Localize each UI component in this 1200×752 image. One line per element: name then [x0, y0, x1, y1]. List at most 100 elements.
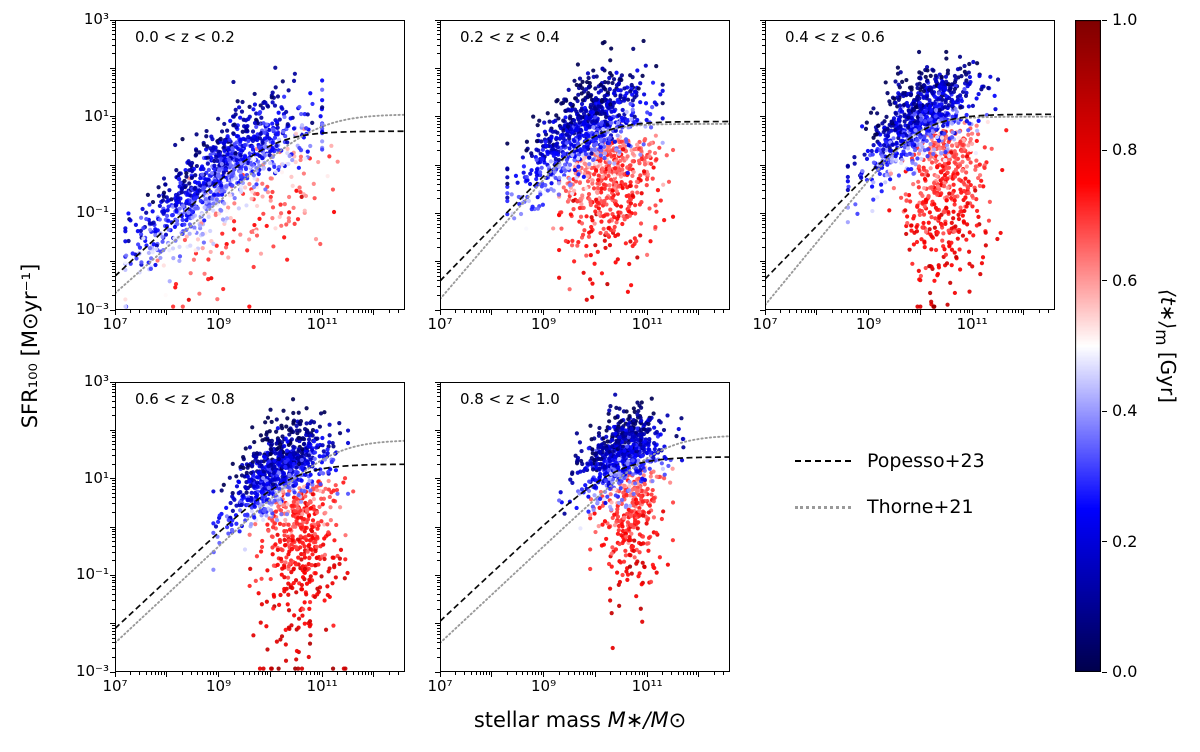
x-minor-tick — [1011, 310, 1013, 313]
y-minor-tick — [437, 179, 440, 181]
y-minor-tick — [112, 246, 115, 248]
x-minor-tick — [202, 672, 204, 675]
x-major-tick — [594, 310, 596, 315]
x-minor-tick — [130, 310, 132, 313]
y-minor-tick — [437, 533, 440, 535]
y-minor-tick — [437, 169, 440, 171]
y-minor-tick — [437, 53, 440, 55]
x-minor-tick — [682, 672, 684, 675]
x-minor-tick — [483, 310, 485, 313]
x-minor-tick — [671, 310, 673, 313]
y-minor-tick — [112, 141, 115, 143]
y-minor-tick — [762, 215, 765, 217]
y-minor-tick — [437, 627, 440, 629]
y-minor-tick — [437, 223, 440, 225]
colorbar-tick — [1102, 410, 1107, 412]
x-minor-tick — [455, 672, 457, 675]
x-minor-tick — [619, 672, 621, 675]
y-minor-tick — [112, 82, 115, 84]
x-minor-tick — [847, 310, 849, 313]
x-major-tick — [269, 672, 271, 677]
x-minor-tick — [357, 672, 359, 675]
x-minor-tick — [677, 310, 679, 313]
y-tick-label: 10³ — [83, 10, 109, 28]
x-major-tick — [321, 310, 323, 315]
y-minor-tick — [762, 171, 765, 173]
y-major-tick — [760, 67, 765, 69]
y-minor-tick — [112, 198, 115, 200]
y-minor-tick — [762, 78, 765, 80]
x-minor-tick — [951, 310, 953, 313]
y-tick-label: 10³ — [83, 372, 109, 390]
x-major-tick — [543, 310, 545, 315]
colorbar: 1.0 0.8 0.6 0.4 0.2 0.0 — [1075, 10, 1137, 681]
x-minor-tick — [306, 672, 308, 675]
colorbar-tick — [1102, 541, 1107, 543]
x-minor-tick — [371, 310, 373, 313]
x-minor-tick — [306, 310, 308, 313]
x-minor-tick — [479, 672, 481, 675]
x-minor-tick — [677, 672, 679, 675]
x-major-tick — [439, 310, 441, 315]
x-minor-tick — [662, 672, 664, 675]
x-minor-tick — [904, 310, 906, 313]
x-major-tick — [373, 672, 375, 677]
legend-label-popesso: Popesso+23 — [867, 450, 985, 472]
panel-z-0.0-0.2: 0.0 < z < 0.2 10⁷ 10⁹ 10¹¹ 10³ 10¹ 10⁻¹ 10⁻³ — [76, 10, 405, 333]
y-minor-tick — [437, 232, 440, 234]
x-minor-tick — [583, 310, 585, 313]
y-minor-tick — [437, 101, 440, 103]
x-axis-label: stellar mass M∗/M⊙ — [474, 708, 686, 732]
x-minor-tick — [210, 310, 212, 313]
colorbar-tick-label: 0.4 — [1112, 401, 1138, 421]
x-major-tick — [269, 310, 271, 315]
y-minor-tick — [112, 392, 115, 394]
legend-item-popesso: Popesso+23 — [795, 450, 985, 472]
x-major-tick — [166, 310, 168, 315]
x-tick-label: 10¹¹ — [306, 315, 338, 333]
x-minor-tick — [558, 672, 560, 675]
x-minor-tick — [780, 310, 782, 313]
y-minor-tick — [112, 488, 115, 490]
x-minor-tick — [301, 672, 303, 675]
x-minor-tick — [249, 672, 251, 675]
x-minor-tick — [944, 310, 946, 313]
x-minor-tick — [470, 310, 472, 313]
x-tick-label: 10¹¹ — [631, 315, 663, 333]
x-minor-tick — [346, 310, 348, 313]
x-minor-tick — [215, 672, 217, 675]
x-major-tick — [698, 672, 700, 677]
y-minor-tick — [437, 488, 440, 490]
x-minor-tick — [960, 310, 962, 313]
x-minor-tick — [682, 310, 684, 313]
y-minor-tick — [762, 271, 765, 273]
x-tick-label: 10⁷ — [427, 315, 453, 333]
x-minor-tick — [527, 672, 529, 675]
y-major-tick — [110, 574, 115, 576]
scatter-canvas — [115, 382, 405, 672]
x-tick-label: 10⁷ — [102, 677, 128, 695]
y-minor-tick — [112, 480, 115, 482]
y-minor-tick — [762, 82, 765, 84]
x-minor-tick — [337, 310, 339, 313]
y-major-tick — [435, 212, 440, 214]
y-minor-tick — [762, 38, 765, 40]
y-minor-tick — [112, 34, 115, 36]
y-minor-tick — [112, 215, 115, 217]
x-minor-tick — [567, 672, 569, 675]
y-minor-tick — [437, 589, 440, 591]
y-minor-tick — [112, 238, 115, 240]
redshift-range-label: 0.8 < z < 1.0 — [460, 390, 560, 408]
x-minor-tick — [488, 310, 490, 313]
y-minor-tick — [112, 26, 115, 28]
x-tick-label: 10¹¹ — [306, 677, 338, 695]
x-minor-tick — [631, 310, 633, 313]
x-minor-tick — [671, 672, 673, 675]
x-minor-tick — [316, 672, 318, 675]
y-major-tick — [435, 429, 440, 431]
x-minor-tick — [800, 310, 802, 313]
x-minor-tick — [789, 310, 791, 313]
y-minor-tick — [437, 482, 440, 484]
x-minor-tick — [145, 672, 147, 675]
x-minor-tick — [319, 310, 321, 313]
